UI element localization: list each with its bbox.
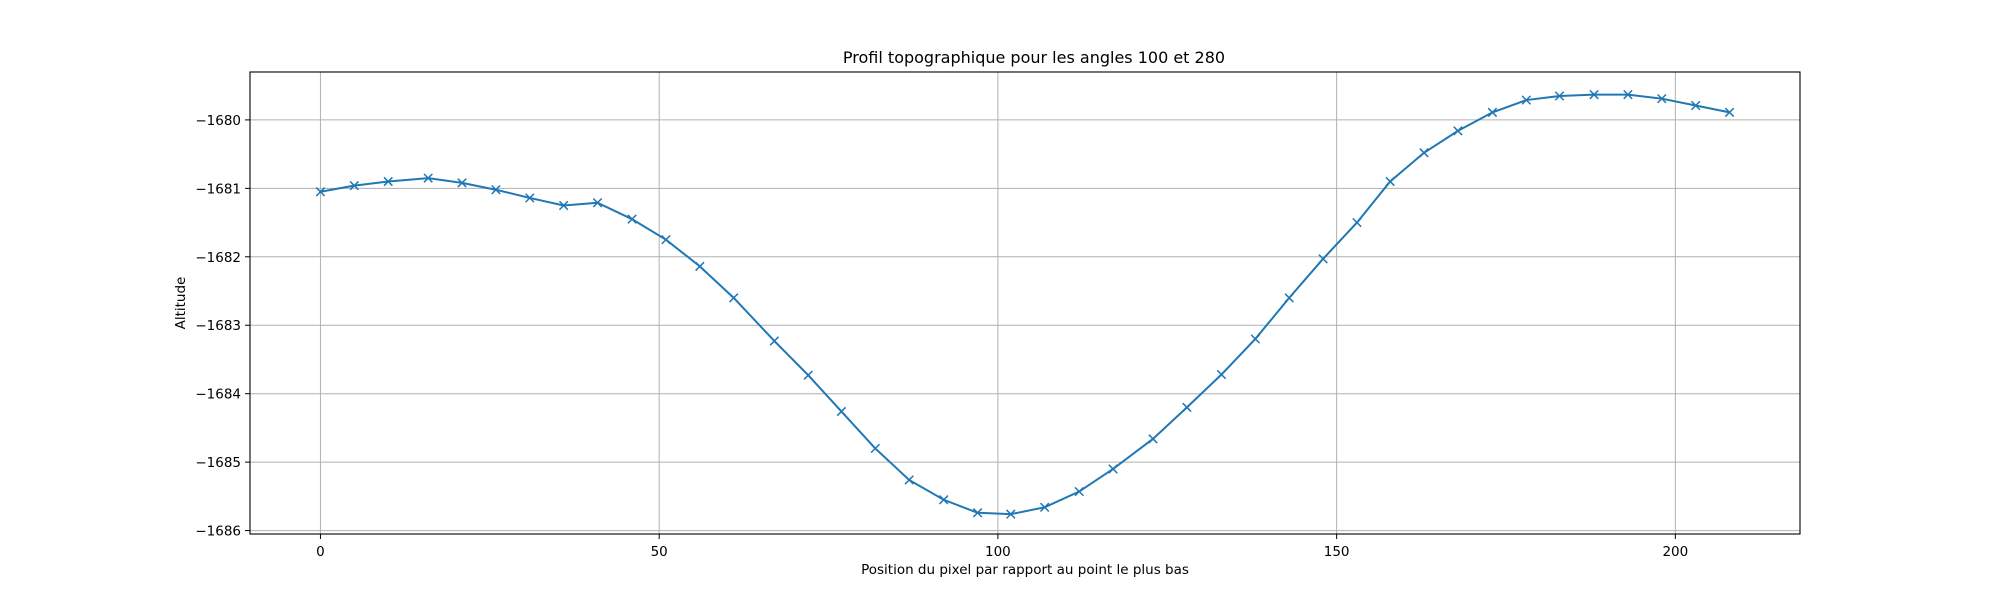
data-point <box>1419 148 1429 158</box>
y-tick-label: −1680 <box>195 113 241 129</box>
data-point <box>1148 434 1158 444</box>
data-point <box>1250 334 1261 344</box>
y-tick-label: −1686 <box>195 524 241 540</box>
x-tick-label: 200 <box>1662 544 1688 560</box>
data-point <box>491 184 501 195</box>
data-point <box>1623 89 1633 100</box>
data-point <box>1487 107 1498 118</box>
data-point <box>1657 93 1667 104</box>
data-point <box>1589 89 1599 100</box>
data-point <box>1182 402 1192 413</box>
data-point <box>1554 91 1565 101</box>
data-point <box>592 197 603 208</box>
data-point <box>383 176 393 187</box>
data-point <box>423 173 433 183</box>
y-tick-label: −1683 <box>195 318 241 334</box>
data-point <box>1724 107 1735 118</box>
y-axis-label: Altitude <box>173 277 189 330</box>
chart-title: Profil topographique pour les angles 100… <box>843 48 1225 67</box>
y-tick-label: −1685 <box>195 455 241 471</box>
data-point <box>728 293 739 303</box>
data-point <box>1006 509 1016 519</box>
data-point <box>1352 217 1362 228</box>
data-point <box>315 187 326 197</box>
data-point <box>870 443 881 454</box>
x-tick-label: 100 <box>985 544 1011 560</box>
data-point <box>1216 369 1227 380</box>
data-point <box>1318 254 1328 264</box>
data-point <box>1521 95 1532 105</box>
y-tick-label: −1681 <box>195 181 241 197</box>
data-point <box>836 406 847 417</box>
x-tick-label: 50 <box>651 544 668 560</box>
gridlines <box>250 72 1800 534</box>
data-point <box>1453 126 1463 136</box>
data-point <box>457 178 467 188</box>
data-point <box>1284 293 1294 303</box>
data-point <box>904 475 914 485</box>
data-point <box>1690 100 1701 111</box>
data-point <box>627 214 637 224</box>
data-point <box>661 234 671 245</box>
data-point <box>1039 502 1050 513</box>
data-point <box>1385 176 1395 187</box>
axis-ticks: 0 50 100 150 200 −1686 −1685 −1684 −1683 −1682 −16… <box>195 113 1688 560</box>
data-point <box>803 370 813 380</box>
data-point <box>1074 486 1084 497</box>
x-axis-label: Position du pixel par rapport au point l… <box>861 562 1189 578</box>
series-altitude <box>315 89 1735 519</box>
y-tick-label: −1684 <box>195 387 241 403</box>
data-point <box>349 180 360 191</box>
data-point <box>525 193 535 203</box>
series-line <box>320 93 1730 516</box>
data-point <box>558 200 569 211</box>
data-point <box>972 508 983 518</box>
x-tick-label: 150 <box>1324 544 1350 560</box>
data-point <box>695 261 705 272</box>
x-tick-label: 0 <box>316 544 325 560</box>
y-tick-label: −1682 <box>195 250 241 266</box>
data-point <box>1108 464 1118 474</box>
data-point <box>769 336 780 346</box>
data-point <box>938 495 949 505</box>
plot-frame <box>249 71 1801 535</box>
